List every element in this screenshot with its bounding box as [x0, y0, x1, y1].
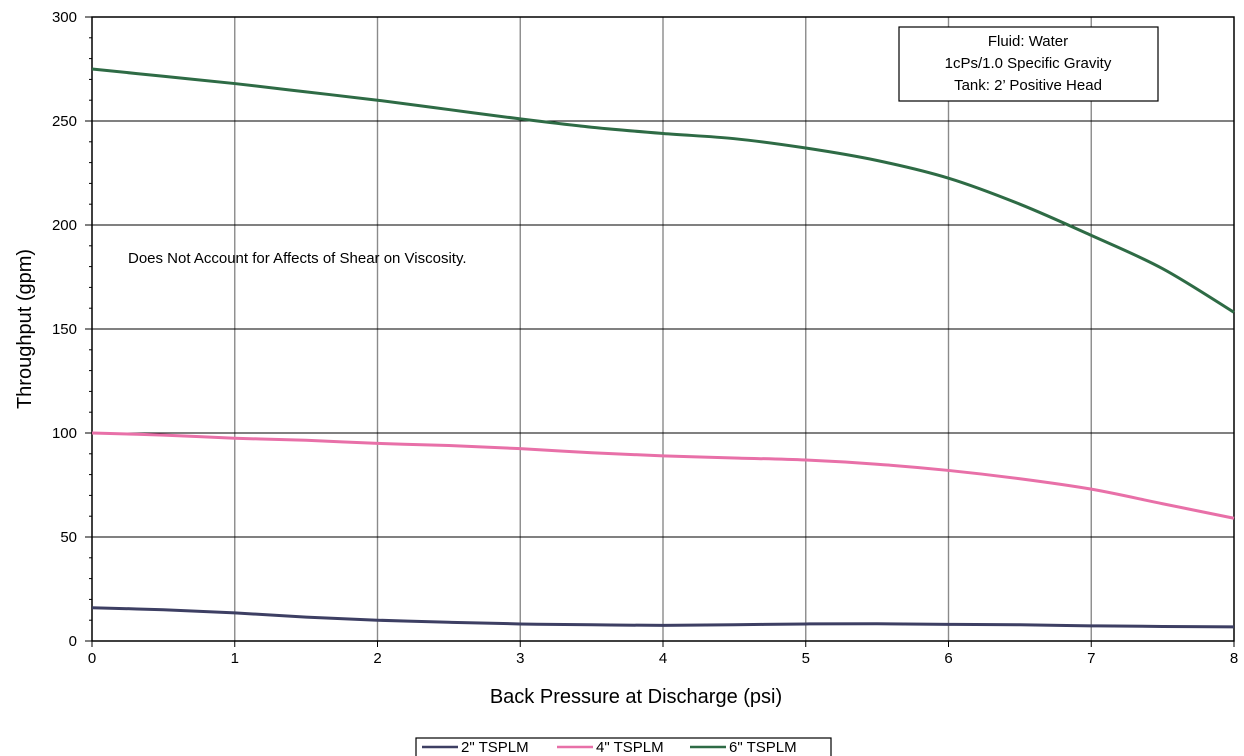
y-tick-label: 50	[60, 529, 77, 546]
shear-note: Does Not Account for Affects of Shear on…	[128, 250, 467, 267]
y-tick-label: 250	[52, 113, 77, 130]
series-line-6in	[91, 67, 1235, 314]
tick-labels: 0 1 2 3 4 5 6 7 8 0 50 100 150 200 250 300	[52, 9, 1238, 667]
x-axis-title: Back Pressure at Discharge (psi)	[490, 686, 782, 708]
y-tick-label: 300	[52, 9, 77, 26]
legend: 2" TSPLM 4" TSPLM 6" TSPLM	[415, 737, 832, 756]
legend-label-4in: 4" TSPLM	[596, 739, 664, 756]
x-tick-label: 7	[1087, 650, 1095, 667]
legend-label-6in: 6" TSPLM	[729, 739, 797, 756]
legend-label-2in: 2" TSPLM	[461, 739, 529, 756]
info-line-fluid: Fluid: Water	[988, 33, 1068, 50]
x-tick-label: 4	[659, 650, 667, 667]
info-line-tank: Tank: 2’ Positive Head	[954, 77, 1102, 94]
x-tick-label: 6	[944, 650, 952, 667]
x-tick-label: 2	[373, 650, 381, 667]
series-line-2in	[91, 606, 1235, 629]
plot-area-frame	[91, 16, 1235, 642]
y-axis-title: Throughput (gpm)	[14, 249, 36, 409]
series-line-4in	[91, 431, 1235, 520]
info-box: Fluid: Water 1cPs/1.0 Specific Gravity T…	[898, 26, 1159, 102]
y-tick-label: 200	[52, 217, 77, 234]
x-tick-label: 3	[516, 650, 524, 667]
x-tick-label: 0	[88, 650, 96, 667]
y-tick-label: 100	[52, 425, 77, 442]
legend-frame	[415, 737, 832, 756]
x-tick-label: 8	[1230, 650, 1238, 667]
info-box-frame	[898, 26, 1159, 102]
series-layer	[91, 67, 1235, 629]
x-tick-label: 5	[802, 650, 810, 667]
x-tick-label: 1	[231, 650, 239, 667]
y-tick-label: 0	[69, 633, 77, 650]
info-line-gravity: 1cPs/1.0 Specific Gravity	[945, 55, 1112, 72]
grid	[85, 16, 1235, 647]
y-tick-label: 150	[52, 321, 77, 338]
